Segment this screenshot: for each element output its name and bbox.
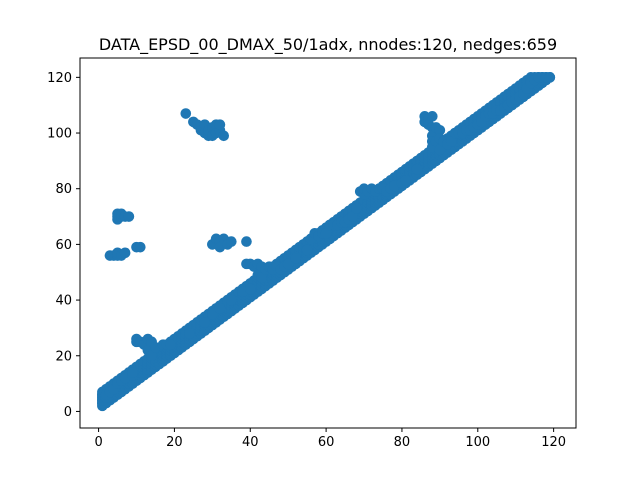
data-point bbox=[445, 136, 457, 147]
data-point bbox=[226, 294, 237, 306]
data-point bbox=[434, 124, 446, 136]
y-tick-label: 80 bbox=[55, 182, 72, 197]
data-point bbox=[207, 308, 218, 320]
data-point bbox=[218, 130, 230, 142]
x-tick-label: 40 bbox=[242, 435, 259, 450]
x-tick-label: 100 bbox=[465, 435, 490, 450]
data-point bbox=[214, 303, 226, 314]
data-point bbox=[400, 175, 412, 186]
data-point bbox=[199, 317, 211, 328]
plot-frame bbox=[79, 57, 577, 429]
data-point bbox=[256, 272, 267, 284]
data-point bbox=[282, 258, 294, 270]
data-point bbox=[347, 211, 358, 222]
axes-layer bbox=[79, 57, 577, 429]
x-tick-label: 80 bbox=[394, 435, 411, 450]
data-point bbox=[411, 163, 423, 175]
y-tick-label: 0 bbox=[64, 405, 72, 420]
data-point bbox=[134, 241, 146, 253]
x-tick-label: 20 bbox=[166, 435, 183, 450]
data-point bbox=[119, 247, 131, 259]
data-point bbox=[544, 72, 556, 83]
data-point bbox=[214, 119, 226, 130]
y-tick-label: 120 bbox=[47, 71, 72, 86]
data-point bbox=[290, 253, 302, 264]
y-tick-label: 60 bbox=[55, 238, 72, 253]
y-tick-label: 20 bbox=[55, 349, 72, 364]
x-tick-label: 120 bbox=[541, 435, 566, 450]
x-tick-label: 60 bbox=[318, 435, 335, 450]
y-tick-label: 40 bbox=[55, 294, 72, 309]
data-point bbox=[301, 244, 313, 256]
data-point bbox=[127, 367, 139, 378]
data-point bbox=[434, 144, 446, 156]
ticks-layer: 0 20 40 60 80 100 120 0 20 40 60 80 100 120 bbox=[47, 71, 566, 450]
x-tick-label: 0 bbox=[94, 435, 102, 450]
data-point bbox=[244, 283, 256, 295]
points-layer bbox=[97, 72, 556, 412]
data-point bbox=[241, 236, 252, 247]
y-tick-label: 100 bbox=[47, 127, 72, 142]
data-point bbox=[165, 339, 176, 350]
chart-title: DATA_EPSD_00_DMAX_50/1adx, nnodes:120, n… bbox=[99, 35, 557, 55]
data-point bbox=[146, 350, 157, 362]
data-point bbox=[426, 111, 438, 122]
data-point bbox=[123, 211, 135, 222]
data-point bbox=[226, 236, 237, 247]
data-point bbox=[351, 202, 362, 214]
data-point bbox=[320, 227, 332, 239]
data-point bbox=[180, 108, 192, 119]
data-point bbox=[184, 328, 195, 339]
